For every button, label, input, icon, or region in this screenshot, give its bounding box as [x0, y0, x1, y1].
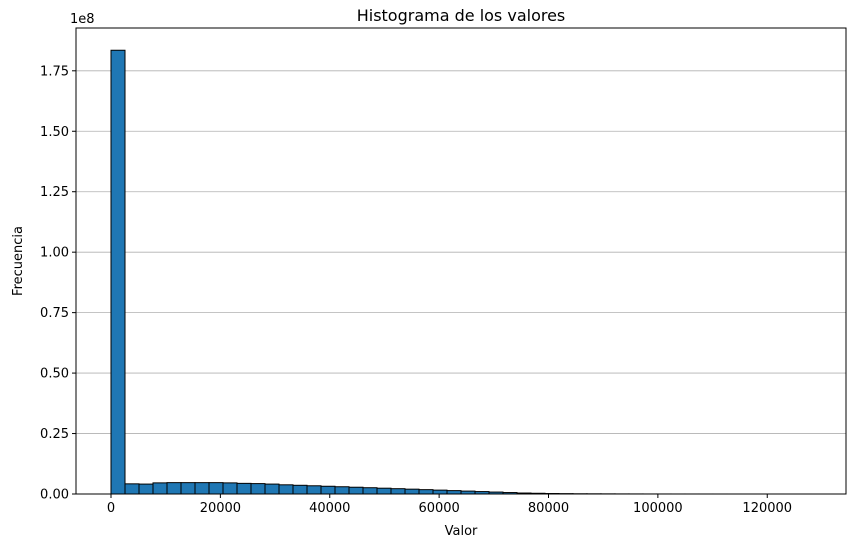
- histogram-bar: [250, 483, 266, 495]
- histogram-bar: [124, 483, 140, 495]
- chart-title: Histograma de los valores: [357, 6, 566, 25]
- histogram-bar: [376, 487, 392, 495]
- x-tick-label: 20000: [200, 501, 241, 516]
- histogram-bar: [236, 482, 252, 495]
- histogram-bar: [348, 486, 364, 495]
- histogram-bar: [180, 482, 196, 495]
- histogram-bar: [194, 482, 210, 495]
- histogram-bar: [390, 488, 406, 495]
- histogram-bar: [418, 489, 434, 495]
- x-axis-ticks: 0 20000 40000 60000 80000 100000 120000: [107, 494, 792, 516]
- y-tick-label: 1.25: [40, 185, 69, 200]
- y-tick-label: 1.75: [40, 64, 69, 79]
- histogram-bar: [362, 487, 378, 495]
- histogram-bar: [208, 482, 224, 495]
- plot-frame: [75, 27, 847, 495]
- histogram-bar: [432, 489, 448, 495]
- histogram-bar: [404, 488, 420, 495]
- histogram-bar: [334, 486, 350, 495]
- y-tick-label: 1.00: [40, 246, 69, 261]
- y-tick-label: 0.50: [40, 367, 69, 382]
- histogram-bar: [306, 485, 322, 495]
- histogram-bar: [264, 483, 280, 495]
- x-tick-label: 80000: [528, 501, 569, 516]
- x-axis-label: Valor: [445, 524, 478, 539]
- histogram-bar: [110, 49, 126, 495]
- y-tick-label: 0.00: [40, 488, 69, 503]
- histogram-bar: [278, 484, 294, 495]
- histogram-bar: [292, 484, 308, 495]
- y-tick-label: 0.25: [40, 427, 69, 442]
- y-tick-label: 1.50: [40, 125, 69, 140]
- x-tick-label: 40000: [309, 501, 350, 516]
- x-tick-label: 0: [107, 501, 115, 516]
- histogram-bar: [446, 490, 462, 495]
- histogram-bar: [138, 483, 154, 495]
- y-axis-label: Frecuencia: [11, 226, 26, 296]
- y-offset-label: 1e8: [70, 12, 95, 27]
- histogram-bar: [222, 482, 238, 495]
- y-axis-ticks: 0.00 0.25 0.50 0.75 1.00 1.25 1.50 1.75: [40, 64, 76, 503]
- x-tick-label: 120000: [742, 501, 792, 516]
- y-tick-label: 0.75: [40, 306, 69, 321]
- x-tick-label: 60000: [418, 501, 459, 516]
- x-tick-label: 100000: [633, 501, 683, 516]
- grid-lines: [76, 70, 846, 495]
- histogram-bar: [152, 482, 168, 495]
- histogram-bars: [110, 49, 812, 495]
- histogram-bar: [166, 482, 182, 495]
- histogram-bar: [320, 485, 336, 495]
